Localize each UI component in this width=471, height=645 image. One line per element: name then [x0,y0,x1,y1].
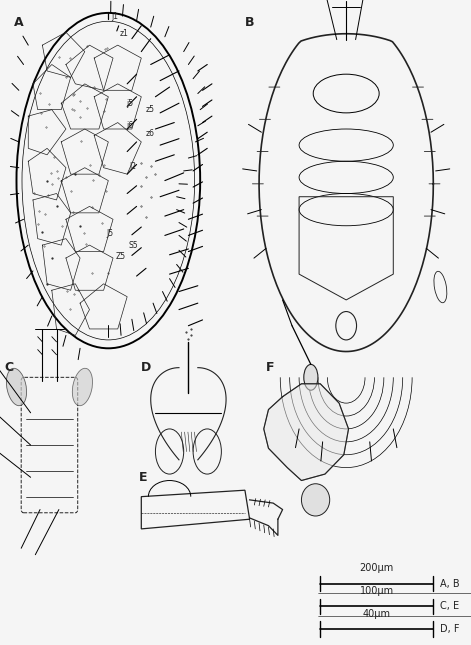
Text: S5: S5 [128,241,138,250]
Ellipse shape [73,368,92,406]
Text: j1: j1 [111,12,118,21]
Text: Z5: Z5 [115,252,125,261]
Text: 200μm: 200μm [360,563,394,573]
Text: C, E: C, E [440,601,460,611]
Ellipse shape [301,484,330,516]
Polygon shape [264,384,349,481]
Text: z5: z5 [146,105,155,114]
Text: F: F [266,361,275,374]
Text: 100μm: 100μm [360,586,394,596]
Text: D: D [141,361,152,374]
Text: E: E [139,471,147,484]
Text: J5: J5 [106,229,113,238]
Text: C: C [5,361,14,374]
Text: z1: z1 [119,29,128,38]
Text: j6: j6 [126,121,133,130]
Text: D, F: D, F [440,624,460,634]
Text: A: A [14,16,24,29]
Text: 40μm: 40μm [363,608,391,619]
Text: j5: j5 [126,99,133,108]
Ellipse shape [304,364,318,390]
Text: B: B [245,16,254,29]
Text: A, B: A, B [440,579,460,589]
Text: z6: z6 [146,129,155,138]
Text: J2: J2 [130,162,137,171]
Ellipse shape [7,368,26,406]
